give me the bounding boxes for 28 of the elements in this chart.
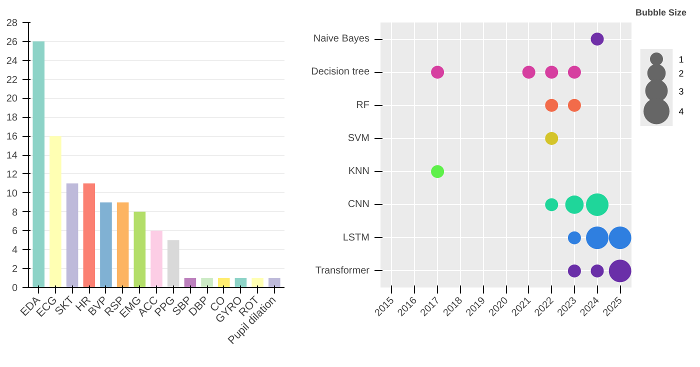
legend-label: 2 xyxy=(678,68,684,79)
y-tick-label: 10 xyxy=(6,188,18,200)
y-tick-label: 16 xyxy=(6,132,18,143)
y-tick-label: Decision tree xyxy=(311,66,370,78)
y-tick-label: 2 xyxy=(12,264,18,276)
y-tick-label: 6 xyxy=(12,226,18,238)
y-tick-label: Transformer xyxy=(315,265,370,276)
y-tick-label: 20 xyxy=(6,94,18,105)
y-tick-label: Naive Bayes xyxy=(313,34,370,45)
y-tick-label: 18 xyxy=(6,112,18,124)
y-tick-label: RF xyxy=(356,100,370,111)
y-tick-label: 14 xyxy=(6,150,18,162)
y-tick-label: 12 xyxy=(6,169,18,180)
y-tick-label: 28 xyxy=(6,18,18,29)
legend-label: 1 xyxy=(678,54,684,65)
legend-label: 3 xyxy=(678,86,684,96)
y-tick-label: CNN xyxy=(348,199,370,210)
y-tick-label: 0 xyxy=(12,283,18,294)
legend-title: Bubble Size xyxy=(636,8,687,18)
y-tick-label: SVM xyxy=(348,132,370,144)
y-tick-label: LSTM xyxy=(342,232,370,244)
y-tick-label: 22 xyxy=(6,74,18,86)
y-tick-label: 26 xyxy=(6,36,18,48)
y-tick-label: 24 xyxy=(6,56,18,67)
y-tick-label: 4 xyxy=(12,245,18,256)
y-tick-label: KNN xyxy=(348,166,370,178)
y-tick-label: 8 xyxy=(12,207,18,218)
legend-label: 4 xyxy=(678,106,684,117)
